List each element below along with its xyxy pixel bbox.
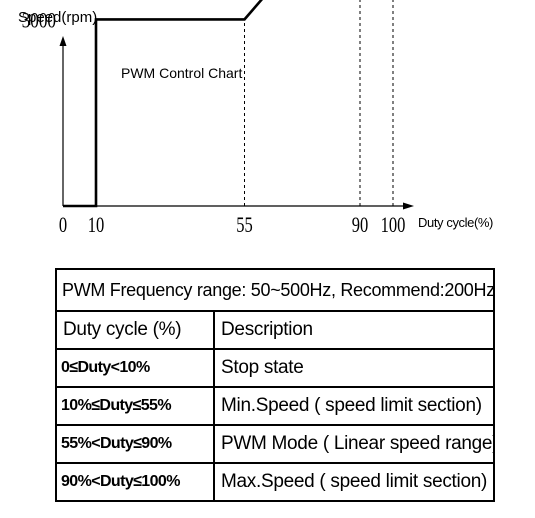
table-row: 55%<Duty≤90% PWM Mode ( Linear speed ran… xyxy=(55,424,495,464)
table-row: 90%<Duty≤100% Max.Speed ( speed limit se… xyxy=(55,462,495,502)
duty-range-cell: 10%≤Duty≤55% xyxy=(55,386,215,426)
table-row: 10%≤Duty≤55% Min.Speed ( speed limit sec… xyxy=(55,386,495,426)
speed-curve-line xyxy=(63,0,263,208)
x-axis-label: Duty cycle(%) xyxy=(418,215,493,230)
duty-range-cell: 55%<Duty≤90% xyxy=(55,424,215,464)
y-axis-arrow xyxy=(59,36,67,46)
pwm-chart: Speed(rpm) PWM Control Chart Duty cycle(… xyxy=(18,0,493,238)
chart-guides xyxy=(95,0,394,206)
table-column-row: Duty cycle (%) Description xyxy=(55,310,495,350)
x-tick-label: 10 xyxy=(88,214,104,238)
chart-axes xyxy=(59,36,414,210)
description-cell: Stop state xyxy=(213,348,495,388)
y-axis-label: Speed(rpm) xyxy=(18,9,97,26)
x-tick-label: 100 xyxy=(381,214,406,238)
table-row: 0≤Duty<10% Stop state xyxy=(55,348,495,388)
description-cell: PWM Mode ( Linear speed range) xyxy=(213,424,495,464)
description-column-header: Description xyxy=(213,310,495,350)
x-tick-label: 90 xyxy=(352,214,368,238)
description-cell: Max.Speed ( speed limit section) xyxy=(213,462,495,502)
pwm-spec-table: PWM Frequency range: 50~500Hz, Recommend… xyxy=(55,268,495,502)
x-tick-label: 0 xyxy=(59,214,67,238)
description-cell: Min.Speed ( speed limit section) xyxy=(213,386,495,426)
duty-cycle-column-header: Duty cycle (%) xyxy=(55,310,215,350)
frequency-range-cell: PWM Frequency range: 50~500Hz, Recommend… xyxy=(55,268,495,312)
table-header-row: PWM Frequency range: 50~500Hz, Recommend… xyxy=(55,268,495,312)
chart-series xyxy=(63,0,263,208)
chart-tick-labels: 010559010030005150 xyxy=(22,8,406,238)
duty-range-cell: 90%<Duty≤100% xyxy=(55,462,215,502)
chart-labels: Speed(rpm) PWM Control Chart Duty cycle(… xyxy=(18,9,493,230)
x-axis-arrow xyxy=(403,202,414,210)
y-tick-label: 3000 xyxy=(22,8,56,33)
chart-title: PWM Control Chart xyxy=(121,65,242,81)
duty-range-cell: 0≤Duty<10% xyxy=(55,348,215,388)
x-tick-label: 55 xyxy=(236,214,252,238)
